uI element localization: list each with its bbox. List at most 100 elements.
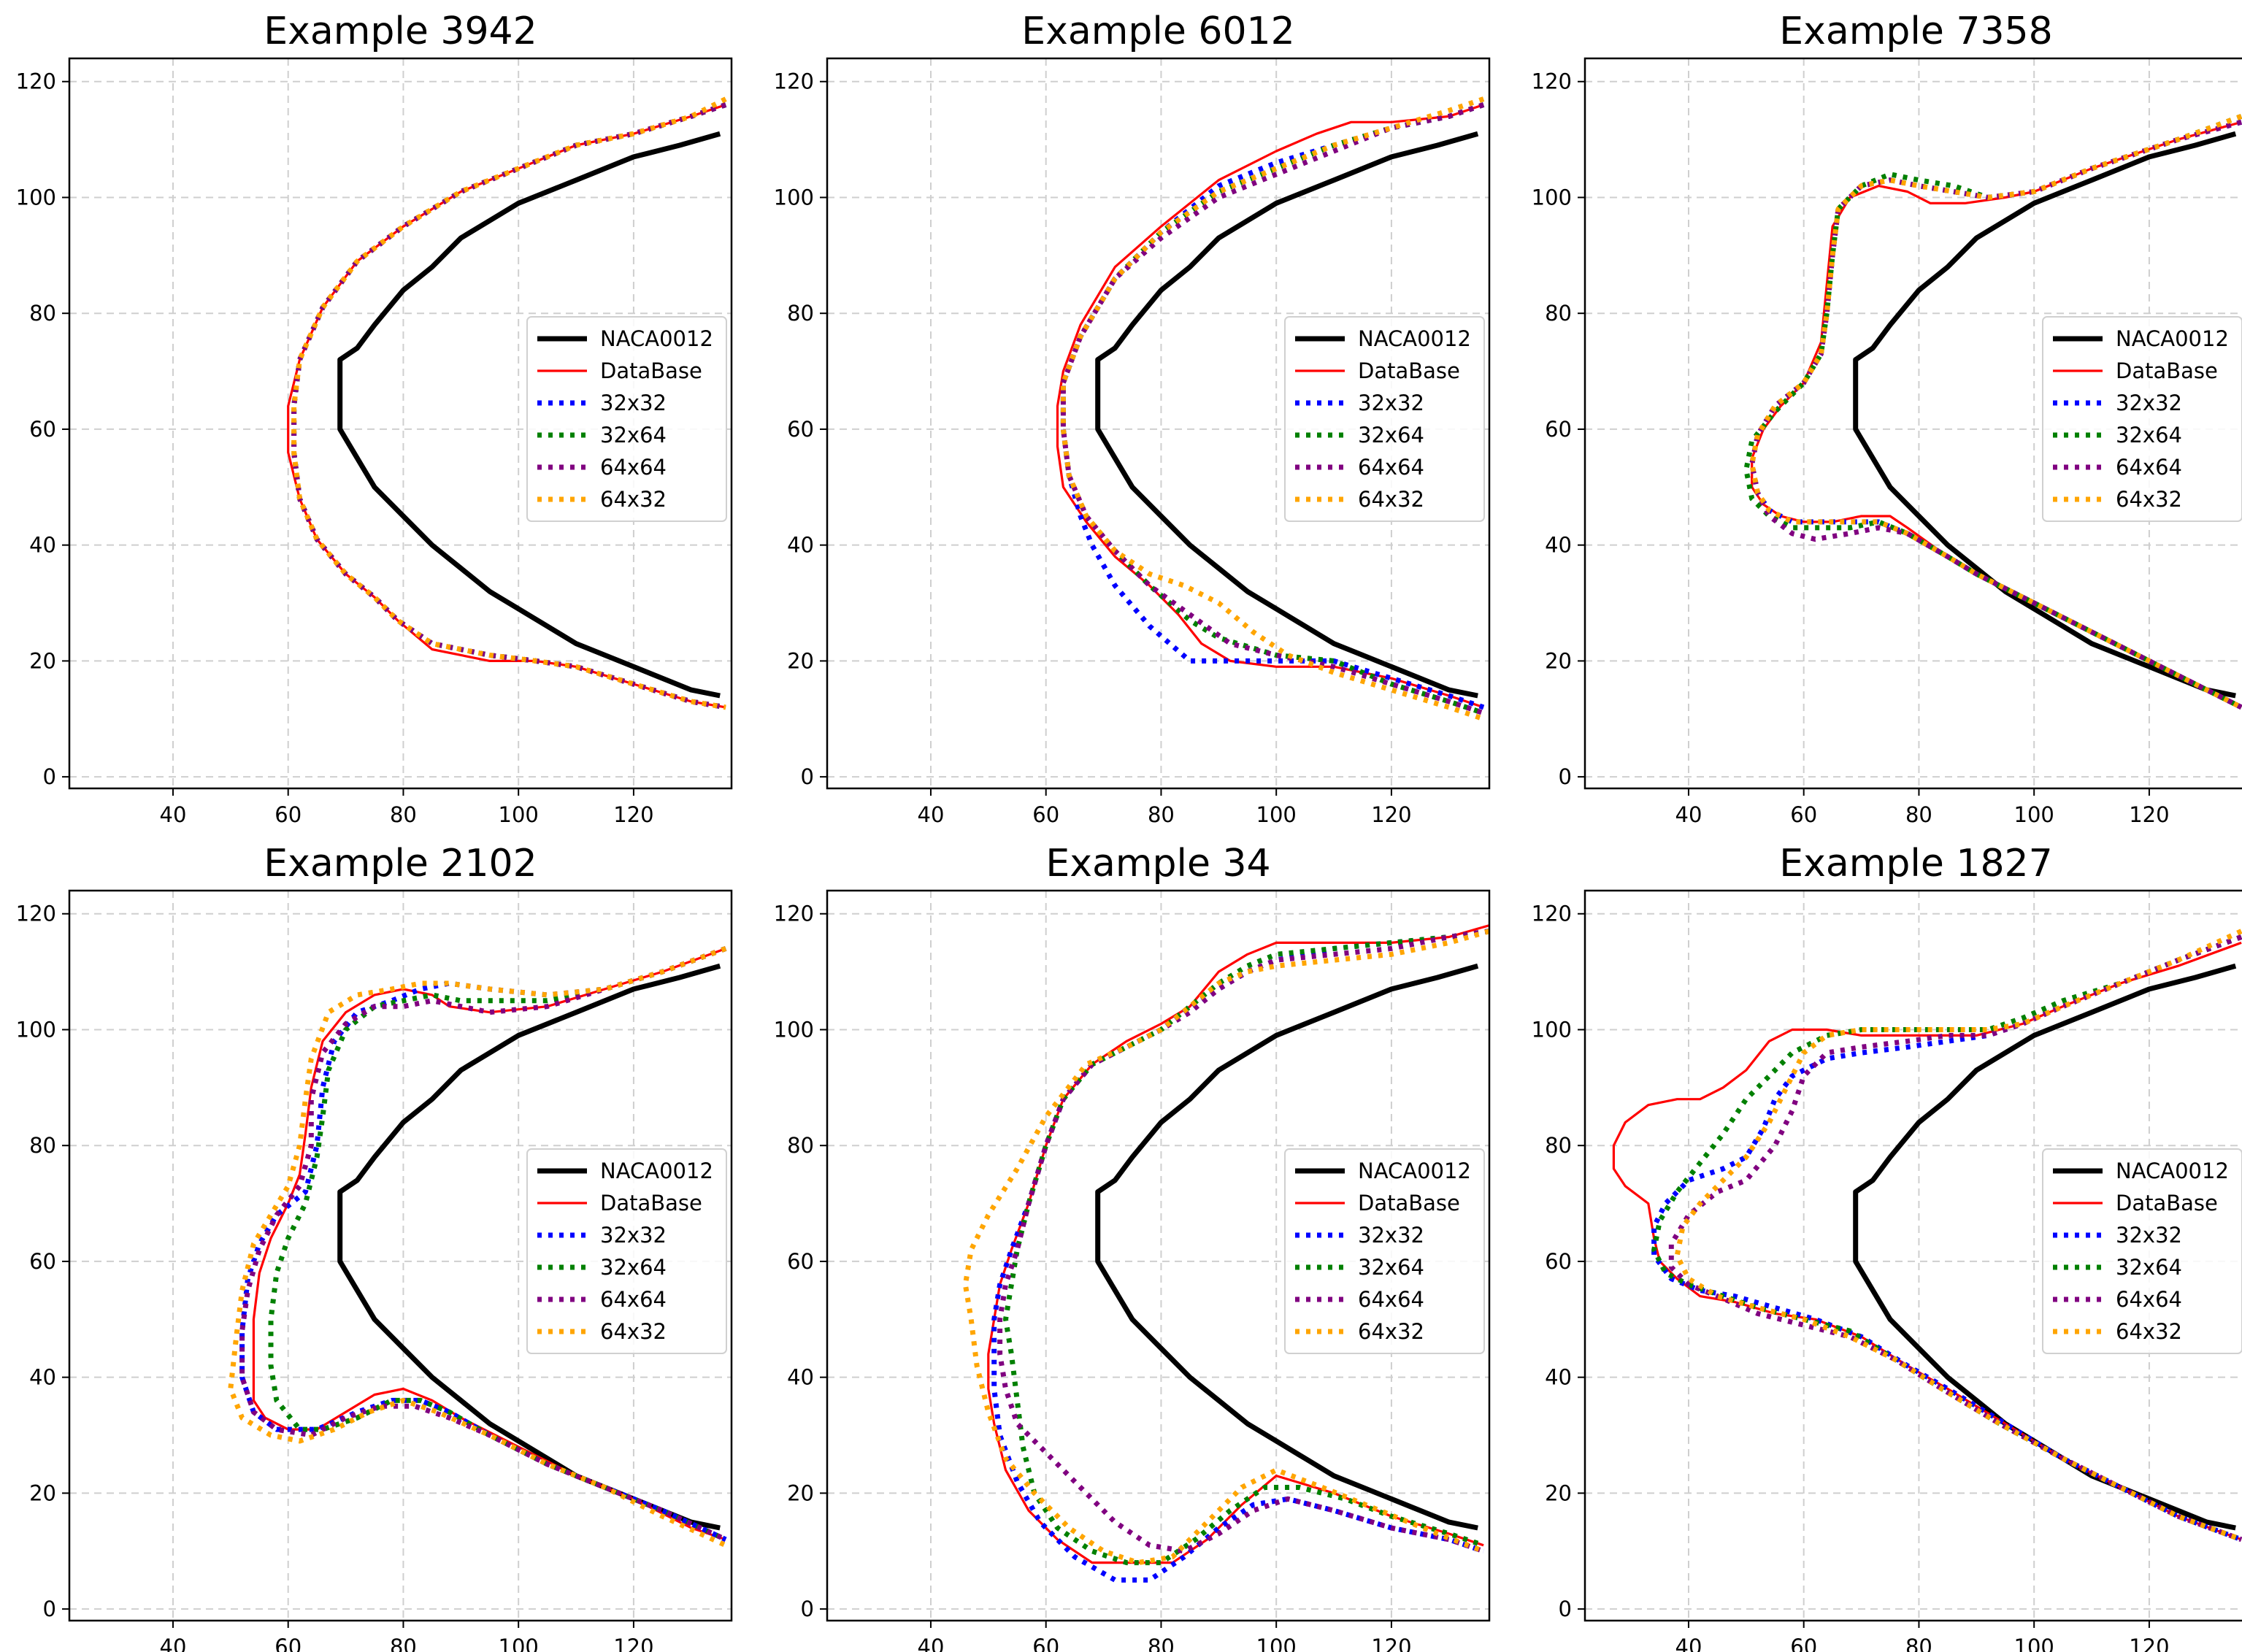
series-line-64x64 <box>1668 934 2242 1542</box>
legend-label: 32x64 <box>1358 423 1424 447</box>
y-tick-label: 100 <box>774 185 814 210</box>
legend-label: DataBase <box>1358 1191 1460 1215</box>
y-tick-label: 40 <box>1545 1365 1572 1390</box>
axes-frame <box>1583 57 2242 790</box>
legend-label: NACA0012 <box>1358 1159 1471 1183</box>
subplot-3: Example 7358 40 60 80 100 120 0 20 40 60 80 100 120 N… <box>1532 9 2242 827</box>
chart-title: Example 34 <box>1045 842 1270 885</box>
series-group <box>1056 96 1485 722</box>
series-line-64x32 <box>228 946 727 1548</box>
series-line-naca0012 <box>1853 131 2237 699</box>
legend-label: 32x32 <box>1358 391 1424 415</box>
y-tick-label: 120 <box>1532 902 1572 926</box>
legend-label: 32x32 <box>2116 1223 2182 1248</box>
legend-label: 64x64 <box>1358 455 1424 480</box>
y-tick-label: 60 <box>787 417 814 442</box>
x-tick-label: 40 <box>160 1634 187 1652</box>
series-line-naca0012 <box>337 131 721 699</box>
y-tick-label: 80 <box>1545 1133 1572 1158</box>
y-tick-label: 20 <box>29 648 56 673</box>
chart-title: Example 1827 <box>1779 842 2052 885</box>
y-tick-label: 100 <box>16 1017 56 1042</box>
legend-label: NACA0012 <box>600 1159 713 1183</box>
y-tick-label: 0 <box>43 1597 56 1621</box>
legend-label: 64x64 <box>600 1287 667 1312</box>
x-tick-label: 40 <box>1675 1634 1702 1652</box>
subplot-5: Example 34 40 60 80 100 120 0 20 40 60 80 100 120 NAC… <box>774 842 1491 1652</box>
series-line-64x64 <box>239 946 727 1542</box>
series-line-64x64 <box>1060 102 1485 716</box>
y-tick-label: 40 <box>29 533 56 558</box>
series-line-database <box>1056 103 1484 709</box>
x-tick-label: 100 <box>499 802 539 827</box>
x-tick-label: 80 <box>390 1634 417 1652</box>
y-tick-label: 40 <box>29 1365 56 1390</box>
x-tick-label: 120 <box>2129 1634 2169 1652</box>
y-tick-label: 100 <box>16 185 56 210</box>
legend-label: 32x32 <box>2116 391 2182 415</box>
series-line-64x64 <box>1749 119 2242 710</box>
x-tick-label: 120 <box>1371 1634 1411 1652</box>
legend-label: DataBase <box>600 1191 702 1215</box>
x-tick-label: 100 <box>1256 802 1297 827</box>
y-tick-label: 80 <box>787 1133 814 1158</box>
series-line-naca0012 <box>1095 963 1479 1531</box>
x-tick-label: 80 <box>1905 802 1932 827</box>
legend-label: 32x64 <box>2116 1255 2182 1280</box>
legend-label: 64x32 <box>1358 487 1424 512</box>
legend-box <box>526 316 727 522</box>
x-tick-label: 60 <box>1032 1634 1059 1652</box>
x-tick-label: 60 <box>275 1634 302 1652</box>
y-tick-label: 40 <box>787 533 814 558</box>
legend-label: 32x32 <box>1358 1223 1424 1248</box>
x-tick-label: 60 <box>1790 1634 1817 1652</box>
x-tick-label: 40 <box>160 802 187 827</box>
x-tick-label: 100 <box>1256 1634 1297 1652</box>
x-tick-label: 40 <box>1675 802 1702 827</box>
axes-frame <box>826 57 1491 790</box>
y-tick-label: 60 <box>1545 1249 1572 1274</box>
series-line-naca0012 <box>337 963 721 1531</box>
chart-title: Example 7358 <box>1779 9 2052 53</box>
legend-label: 32x64 <box>2116 423 2182 447</box>
x-tick-label: 80 <box>390 802 417 827</box>
legend-label: DataBase <box>600 358 702 383</box>
y-tick-label: 80 <box>1545 301 1572 326</box>
x-tick-label: 60 <box>1032 802 1059 827</box>
y-tick-label: 40 <box>787 1365 814 1390</box>
series-line-64x64 <box>997 929 1489 1554</box>
legend: NACA0012 DataBase 32x32 32x64 64x64 64x32 <box>526 316 727 522</box>
chart-title: Example 6012 <box>1021 9 1294 53</box>
subplot-4: Example 2102 40 60 80 100 120 0 20 40 60 80 100 120 N… <box>16 842 733 1652</box>
y-tick-label: 100 <box>1532 185 1572 210</box>
y-tick-label: 120 <box>774 69 814 94</box>
legend-label: NACA0012 <box>2116 326 2229 351</box>
legend-box <box>1284 1148 1485 1354</box>
axes-frame <box>68 889 733 1622</box>
x-tick-label: 80 <box>1905 1634 1932 1652</box>
legend-label: NACA0012 <box>2116 1159 2229 1183</box>
y-tick-label: 0 <box>1559 1597 1572 1621</box>
y-tick-label: 80 <box>29 301 56 326</box>
x-tick-label: 100 <box>2014 802 2054 827</box>
legend-label: 64x32 <box>600 1319 667 1344</box>
axes-frame <box>826 889 1491 1622</box>
x-tick-label: 60 <box>275 802 302 827</box>
y-tick-label: 60 <box>787 1249 814 1274</box>
series-line-64x32 <box>1674 929 2242 1542</box>
legend-label: NACA0012 <box>1358 326 1471 351</box>
y-tick-label: 20 <box>787 648 814 673</box>
x-tick-label: 100 <box>2014 1634 2054 1652</box>
legend-label: 64x64 <box>2116 1287 2182 1312</box>
legend-label: 64x64 <box>600 455 667 480</box>
y-tick-label: 20 <box>1545 1480 1572 1505</box>
x-tick-label: 120 <box>2129 802 2169 827</box>
legend-label: 64x32 <box>600 487 667 512</box>
series-line-64x32 <box>962 929 1489 1566</box>
series-group <box>962 924 1489 1583</box>
y-tick-label: 20 <box>1545 648 1572 673</box>
legend-label: 32x32 <box>600 391 667 415</box>
x-tick-label: 80 <box>1148 802 1175 827</box>
y-tick-label: 0 <box>43 764 56 789</box>
